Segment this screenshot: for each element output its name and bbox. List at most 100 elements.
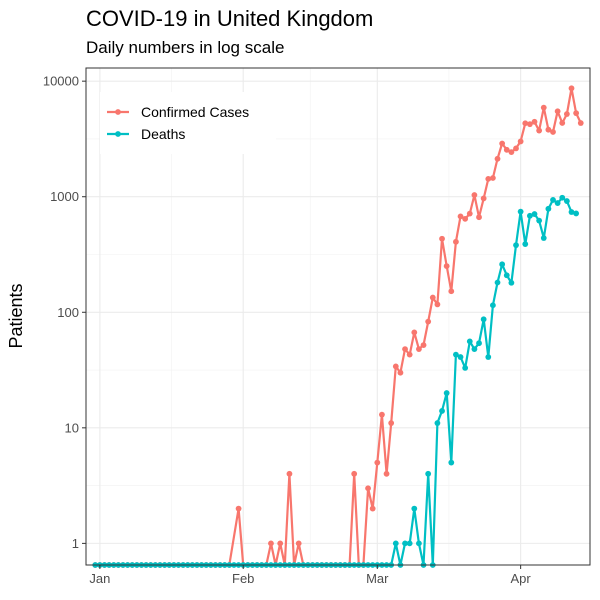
data-point (416, 540, 422, 547)
data-point (489, 302, 496, 309)
data-point (235, 505, 242, 512)
data-point (522, 241, 529, 248)
data-point (494, 155, 501, 162)
data-point (503, 272, 510, 279)
data-point (443, 263, 450, 269)
legend-label: Deaths (141, 126, 185, 142)
data-point (365, 485, 371, 492)
plot-border (85, 67, 591, 566)
data-point (531, 211, 538, 217)
data-point (369, 505, 376, 512)
data-point (434, 420, 441, 426)
data-point (563, 111, 570, 117)
data-point (462, 365, 469, 371)
chart-title: COVID-19 in United Kingdom (86, 6, 374, 31)
data-point (522, 120, 529, 127)
legend-key-point (115, 109, 121, 115)
data-point (573, 110, 580, 117)
data-point (425, 470, 432, 477)
data-point (448, 459, 455, 466)
data-point (268, 540, 274, 547)
data-point (420, 342, 427, 348)
data-point (397, 369, 404, 376)
data-point (550, 129, 556, 135)
data-point (540, 104, 547, 111)
grid-major (86, 68, 590, 565)
y-tick-label: 10 (65, 420, 79, 435)
data-point (554, 108, 561, 115)
data-point (508, 279, 515, 286)
data-point (416, 346, 422, 353)
data-point (508, 149, 515, 156)
data-point (480, 195, 487, 202)
data-point (499, 140, 506, 147)
y-axis: 1 10 100 1000 10000 (43, 74, 86, 551)
data-point (536, 127, 543, 134)
x-tick-label: Apr (511, 571, 532, 586)
data-point (448, 288, 455, 295)
data-point (411, 329, 418, 336)
data-point (425, 318, 432, 325)
data-point (526, 212, 533, 219)
data-point (513, 145, 519, 152)
data-point (383, 470, 390, 477)
data-point (550, 197, 556, 203)
data-point (406, 351, 413, 358)
data-point (545, 205, 552, 212)
data-point (402, 540, 408, 547)
data-point (439, 235, 445, 242)
data-point (545, 126, 552, 133)
data-point (462, 215, 469, 222)
data-point (443, 390, 450, 396)
data-point (406, 540, 413, 547)
data-point (439, 408, 445, 414)
data-point (526, 121, 533, 128)
x-axis: Jan Feb Mar Apr (89, 565, 531, 586)
data-point (517, 208, 524, 215)
data-point (517, 138, 524, 145)
data-point (471, 192, 478, 198)
y-tick-label: 1 (72, 536, 79, 551)
data-point (503, 146, 510, 153)
data-point (554, 200, 561, 206)
data-point (531, 118, 538, 125)
data-point (466, 210, 473, 217)
x-tick-label: Jan (89, 571, 110, 586)
data-point (494, 279, 501, 286)
data-point (536, 217, 543, 224)
data-point (540, 235, 547, 241)
data-point (286, 470, 293, 477)
data-point (466, 338, 473, 345)
data-point (457, 213, 464, 220)
data-point (392, 363, 399, 370)
chart-subtitle: Daily numbers in log scale (86, 38, 285, 57)
data-point (563, 198, 570, 204)
data-point (411, 505, 418, 512)
data-point (295, 540, 302, 547)
legend: Confirmed Cases Deaths (100, 92, 276, 154)
y-axis-title: Patients (6, 283, 26, 348)
data-point (489, 175, 496, 181)
data-point (388, 420, 395, 426)
data-point (429, 294, 436, 301)
data-point (513, 242, 519, 249)
data-point (402, 346, 408, 353)
legend-box (100, 92, 276, 154)
x-tick-label: Feb (232, 571, 254, 586)
data-point (499, 261, 506, 268)
data-point (577, 120, 584, 126)
y-tick-label: 100 (57, 305, 79, 320)
y-tick-label: 10000 (43, 74, 79, 89)
data-point (568, 85, 575, 92)
data-point (485, 354, 492, 360)
data-point (379, 411, 385, 418)
data-point (573, 210, 580, 217)
data-point (559, 194, 566, 201)
data-point (351, 470, 358, 477)
data-point (434, 301, 441, 308)
legend-key-point (115, 131, 121, 137)
legend-label: Confirmed Cases (141, 104, 249, 120)
data-point (559, 120, 566, 126)
grid-minor (86, 68, 590, 565)
